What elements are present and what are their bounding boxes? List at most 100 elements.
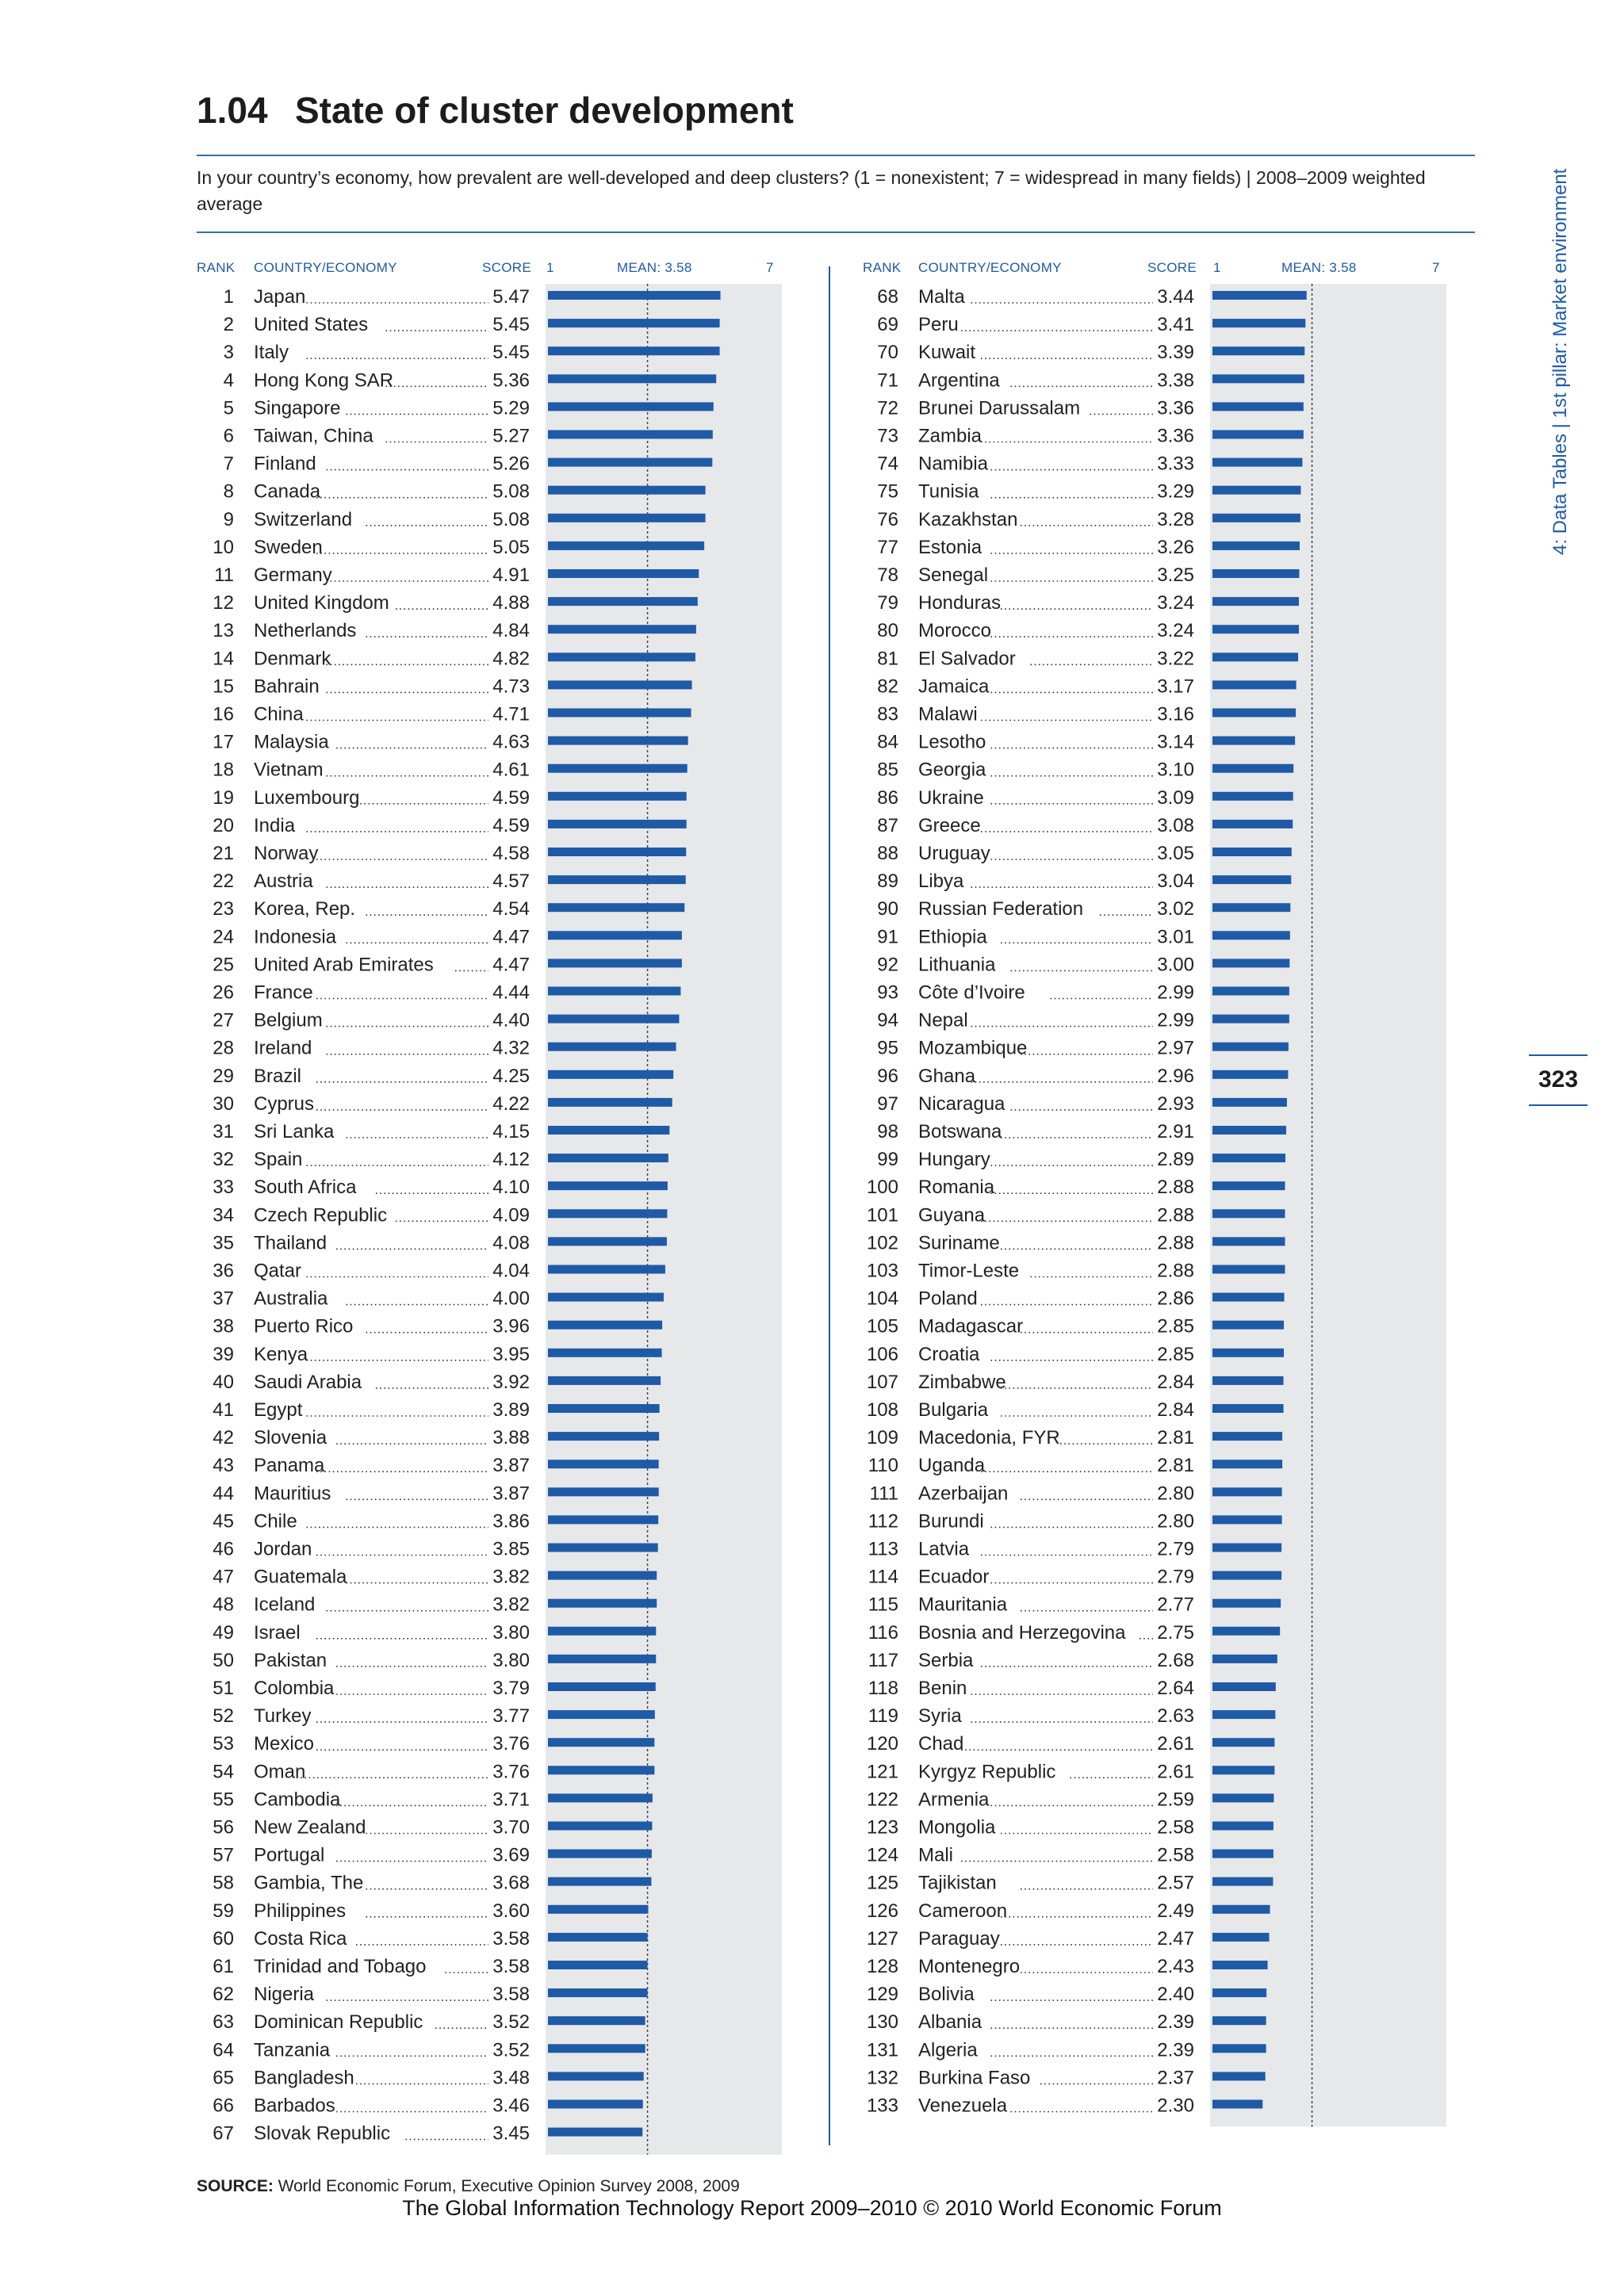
question-rule	[197, 232, 1475, 233]
country-label: Mozambique	[918, 1038, 1027, 1059]
score-label: 4.32	[492, 1038, 530, 1059]
country-label: Finland	[254, 453, 316, 475]
score-bar	[1212, 1126, 1286, 1135]
rank-label: 49	[213, 1622, 234, 1644]
score-bar	[548, 1904, 649, 1914]
country-label: Namibia	[918, 453, 989, 475]
score-label: 3.76	[492, 1733, 530, 1755]
country-label: China	[254, 704, 304, 725]
rank-label: 56	[213, 1817, 234, 1839]
score-label: 2.61	[1157, 1761, 1194, 1782]
score-label: 5.27	[492, 426, 530, 447]
rank-label: 14	[213, 648, 234, 669]
score-bar	[1212, 1571, 1282, 1580]
rank-label: 4	[224, 369, 234, 391]
country-label: Sri Lanka	[254, 1121, 335, 1142]
score-bar	[548, 736, 688, 745]
country-label: Taiwan, China	[254, 426, 373, 447]
rank-label: 116	[868, 1622, 898, 1644]
score-bar	[1212, 374, 1304, 384]
country-label: Kazakhstan	[918, 509, 1017, 530]
country-label: Greece	[918, 815, 981, 836]
country-label: Philippines	[254, 1900, 346, 1922]
rank-label: 112	[868, 1510, 898, 1532]
score-label: 2.97	[1157, 1038, 1194, 1059]
score-label: 3.82	[492, 1567, 530, 1588]
score-bar	[548, 931, 682, 940]
score-label: 2.79	[1157, 1567, 1194, 1588]
country-label: Malaysia	[254, 732, 329, 753]
rank-label: 62	[213, 1984, 234, 2005]
score-bar	[548, 791, 687, 801]
score-bar	[548, 1682, 656, 1691]
score-label: 4.08	[492, 1232, 530, 1253]
country-label: Dominican Republic	[254, 2011, 423, 2033]
right-scale-min: 1	[1213, 260, 1221, 275]
country-label: Nigeria	[254, 1984, 315, 2005]
rank-label: 67	[213, 2123, 234, 2145]
score-bar	[1212, 1682, 1276, 1691]
score-label: 2.88	[1157, 1177, 1194, 1198]
rank-label: 13	[213, 620, 234, 641]
score-bar	[548, 848, 687, 856]
left-score-header: SCORE	[482, 260, 531, 275]
rank-label: 65	[213, 2067, 234, 2088]
score-label: 2.85	[1157, 1344, 1194, 1365]
score-bar	[1212, 791, 1293, 801]
country-label: Tajikistan	[918, 1873, 997, 1894]
score-bar	[1212, 1432, 1283, 1441]
score-bar	[548, 485, 706, 495]
score-label: 2.75	[1157, 1622, 1194, 1644]
rank-label: 98	[877, 1121, 898, 1142]
rank-label: 60	[213, 1928, 234, 1950]
country-label: Poland	[918, 1288, 978, 1310]
score-label: 3.87	[492, 1455, 530, 1476]
right-track-background	[1210, 284, 1446, 2127]
score-bar	[1212, 959, 1290, 968]
rank-label: 133	[867, 2095, 898, 2117]
score-bar	[1212, 2099, 1263, 2109]
score-bar	[1212, 1042, 1289, 1051]
country-label: Argentina	[918, 369, 1000, 391]
score-label: 5.47	[492, 286, 530, 308]
country-label: Iceland	[254, 1594, 315, 1616]
score-label: 5.29	[492, 397, 530, 419]
score-label: 2.49	[1157, 1900, 1194, 1922]
score-bar	[1212, 597, 1300, 607]
country-label: Israel	[254, 1622, 301, 1644]
rank-label: 75	[877, 481, 898, 503]
score-label: 2.58	[1157, 1817, 1194, 1839]
score-bar	[1212, 1877, 1274, 1886]
score-bar	[548, 1014, 680, 1024]
rank-label: 9	[224, 509, 234, 530]
country-label: Syria	[918, 1705, 962, 1727]
country-label: Mongolia	[918, 1817, 996, 1839]
score-bar	[1212, 1237, 1285, 1246]
country-label: Chad	[918, 1733, 963, 1755]
country-label: Brazil	[254, 1066, 301, 1087]
score-label: 3.58	[492, 1928, 530, 1950]
country-label: Timor-Leste	[918, 1261, 1019, 1282]
country-label: Mali	[918, 1845, 953, 1866]
score-label: 2.30	[1157, 2095, 1194, 2117]
score-bar	[548, 763, 688, 773]
score-label: 4.10	[492, 1177, 530, 1198]
score-label: 2.99	[1157, 1010, 1194, 1031]
rank-label: 73	[877, 426, 898, 447]
rank-label: 78	[877, 564, 898, 586]
score-label: 2.40	[1157, 1984, 1194, 2005]
score-bar	[1212, 430, 1304, 439]
country-label: Malta	[918, 286, 965, 308]
score-bar	[548, 1877, 652, 1886]
score-bar	[1212, 1515, 1282, 1525]
score-label: 3.08	[1157, 815, 1194, 836]
country-label: Kuwait	[918, 342, 975, 363]
score-bar	[1212, 1487, 1282, 1497]
score-label: 2.96	[1157, 1066, 1194, 1087]
country-label: Suriname	[918, 1232, 1000, 1253]
country-label: India	[254, 815, 296, 836]
score-bar	[548, 1097, 672, 1107]
rank-label: 89	[877, 871, 898, 892]
country-label: Barbados	[254, 2095, 335, 2117]
country-label: Sweden	[254, 537, 323, 558]
